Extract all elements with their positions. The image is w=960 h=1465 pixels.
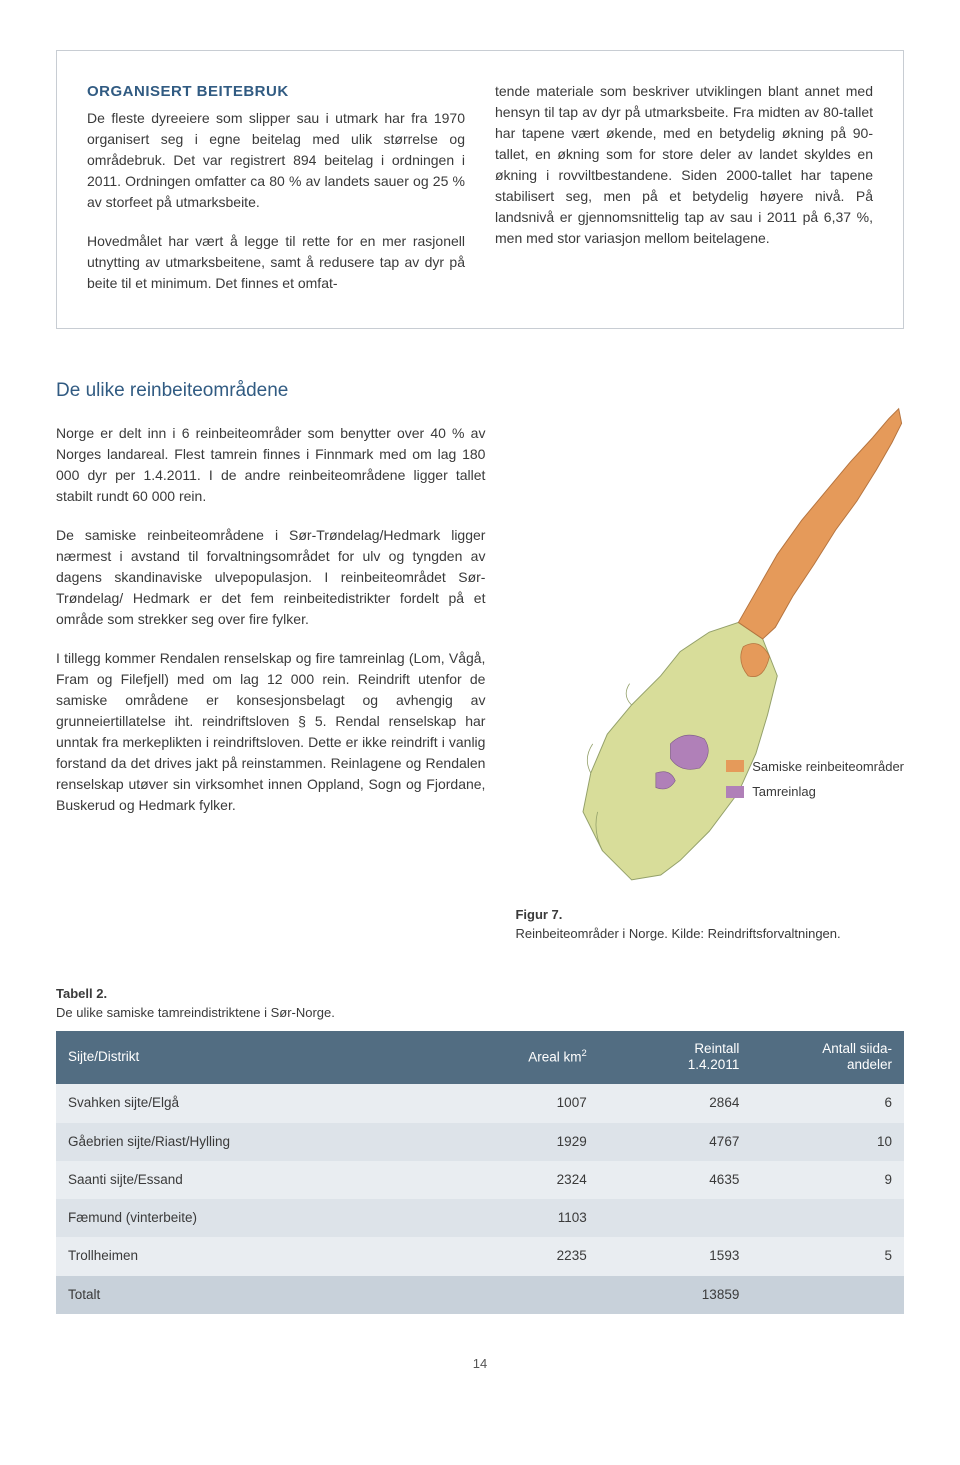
cell: 5 xyxy=(751,1237,904,1275)
cell xyxy=(599,1199,752,1237)
cell: 4767 xyxy=(599,1123,752,1161)
th-siida: Antall siida- andeler xyxy=(751,1031,904,1085)
cell: 2864 xyxy=(599,1084,752,1122)
th-areal: Areal km2 xyxy=(446,1031,599,1085)
figure-caption: Figur 7. Reinbeiteområder i Norge. Kilde… xyxy=(515,905,904,944)
callout-col-right: tende materiale som beskriver utviklinge… xyxy=(495,81,873,294)
callout-box: ORGANISERT BEITEBRUK De fleste dyreeiere… xyxy=(56,50,904,329)
th-reintall-b: 1.4.2011 xyxy=(688,1057,740,1072)
map-samisk-north xyxy=(739,408,902,638)
cell xyxy=(751,1276,904,1314)
cell: 13859 xyxy=(599,1276,752,1314)
cell: Fæmund (vinterbeite) xyxy=(56,1199,446,1237)
table-body: Svahken sijte/Elgå100728646 Gåebrien sij… xyxy=(56,1084,904,1314)
legend-row-tamreinlag: Tamreinlag xyxy=(726,782,904,802)
table-label: Tabell 2. xyxy=(56,986,107,1001)
cell xyxy=(446,1276,599,1314)
legend-swatch-samisk xyxy=(726,760,744,772)
callout-col-left: ORGANISERT BEITEBRUK De fleste dyreeiere… xyxy=(87,81,465,294)
table-row: Svahken sijte/Elgå100728646 xyxy=(56,1084,904,1122)
cell: 9 xyxy=(751,1161,904,1199)
cell xyxy=(751,1199,904,1237)
th-areal-sup: 2 xyxy=(581,1048,586,1059)
figure-label: Figur 7. xyxy=(515,907,562,922)
section-heading: De ulike reinbeiteområdene xyxy=(56,377,485,406)
th-distrikt-label: Sijte/Distrikt xyxy=(68,1049,139,1064)
cell: 1007 xyxy=(446,1084,599,1122)
th-siida-b: andeler xyxy=(847,1057,892,1072)
norway-map: Samiske reinbeiteområder Tamreinlag xyxy=(515,377,904,897)
th-distrikt: Sijte/Distrikt xyxy=(56,1031,446,1085)
page-number: 14 xyxy=(56,1354,904,1374)
callout-p3: tende materiale som beskriver utviklinge… xyxy=(495,81,873,249)
cell: 4635 xyxy=(599,1161,752,1199)
table-row: Gåebrien sijte/Riast/Hylling1929476710 xyxy=(56,1123,904,1161)
table-row: Fæmund (vinterbeite)1103 xyxy=(56,1199,904,1237)
cell: 2324 xyxy=(446,1161,599,1199)
legend-label-samisk: Samiske reinbeiteområder xyxy=(752,757,904,777)
table-caption: Tabell 2. De ulike samiske tamreindistri… xyxy=(56,984,904,1023)
map-svg xyxy=(515,377,904,897)
callout-p1: De fleste dyreeiere som slipper sau i ut… xyxy=(87,108,465,213)
cell: Totalt xyxy=(56,1276,446,1314)
th-areal-label: Areal km xyxy=(528,1050,581,1065)
body-p1: Norge er delt inn i 6 reinbeiteområder s… xyxy=(56,423,485,507)
legend-row-samisk: Samiske reinbeiteområder xyxy=(726,757,904,777)
cell: Svahken sijte/Elgå xyxy=(56,1084,446,1122)
body-p2: De samiske reinbeiteområdene i Sør-Trønd… xyxy=(56,525,485,630)
cell: 1929 xyxy=(446,1123,599,1161)
table-row: Saanti sijte/Essand232446359 xyxy=(56,1161,904,1199)
cell: Saanti sijte/Essand xyxy=(56,1161,446,1199)
cell: Gåebrien sijte/Riast/Hylling xyxy=(56,1123,446,1161)
figure-column: Samiske reinbeiteområder Tamreinlag Figu… xyxy=(515,377,904,944)
table-header-row: Sijte/Distrikt Areal km2 Reintall 1.4.20… xyxy=(56,1031,904,1085)
body-p3: I tillegg kommer Rendalen renselskap og … xyxy=(56,648,485,816)
callout-p2: Hovedmålet har vært å legge til rette fo… xyxy=(87,231,465,294)
data-table: Sijte/Distrikt Areal km2 Reintall 1.4.20… xyxy=(56,1031,904,1314)
table-total-row: Totalt 13859 xyxy=(56,1276,904,1314)
legend-swatch-tamreinlag xyxy=(726,786,744,798)
table-row: Trollheimen223515935 xyxy=(56,1237,904,1275)
legend-label-tamreinlag: Tamreinlag xyxy=(752,782,816,802)
cell: 2235 xyxy=(446,1237,599,1275)
text-column: De ulike reinbeiteområdene Norge er delt… xyxy=(56,377,485,944)
th-siida-a: Antall siida- xyxy=(822,1041,892,1056)
cell: 10 xyxy=(751,1123,904,1161)
cell: 1103 xyxy=(446,1199,599,1237)
table-caption-text: De ulike samiske tamreindistriktene i Sø… xyxy=(56,1005,335,1020)
th-reintall: Reintall 1.4.2011 xyxy=(599,1031,752,1085)
cell: Trollheimen xyxy=(56,1237,446,1275)
cell: 1593 xyxy=(599,1237,752,1275)
figure-caption-text: Reinbeiteområder i Norge. Kilde: Reindri… xyxy=(515,926,840,941)
callout-title: ORGANISERT BEITEBRUK xyxy=(87,81,465,104)
cell: 6 xyxy=(751,1084,904,1122)
map-legend: Samiske reinbeiteområder Tamreinlag xyxy=(726,757,904,808)
th-reintall-a: Reintall xyxy=(694,1041,739,1056)
